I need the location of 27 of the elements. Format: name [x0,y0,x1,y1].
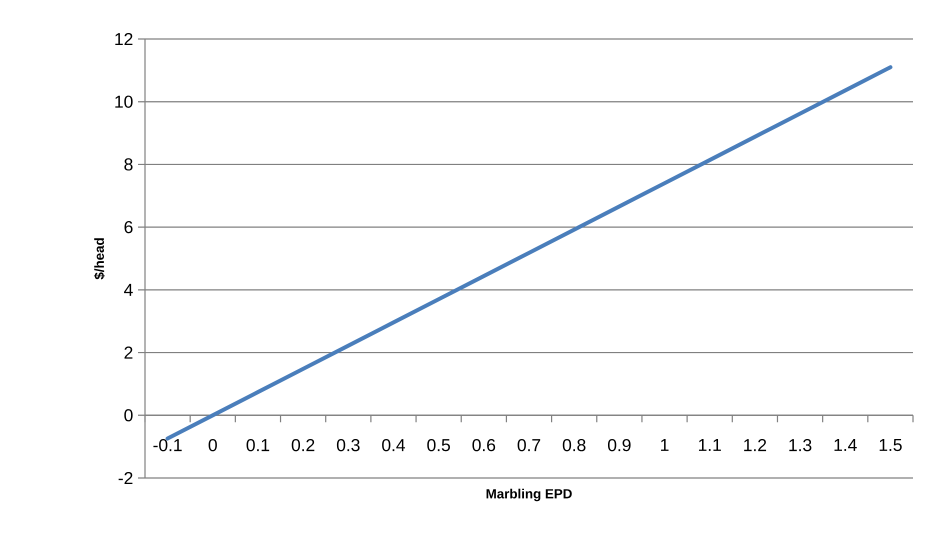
x-tick-label: 0.5 [427,438,450,452]
x-tick-label: 0.3 [336,438,360,452]
x-tick-label: -0.1 [153,438,182,452]
x-tick-label: 0.2 [292,438,314,452]
y-axis-title: $/head [94,238,105,280]
y-tick-label: -2 [118,472,132,484]
x-tick-label: 1.2 [744,438,766,452]
x-tick-label: 1.3 [789,438,812,452]
y-tick-label: 2 [124,346,132,359]
y-tick-label: 0 [124,409,133,422]
y-tick-label: 12 [115,32,132,46]
x-tick-label: 1.1 [698,439,721,451]
x-tick-label: 0.9 [608,438,631,452]
x-tick-label: 0.1 [246,438,270,452]
x-tick-label: 0 [208,438,217,452]
x-tick-label: 0.7 [518,438,540,452]
x-tick-label: 0.6 [472,438,496,452]
x-axis-title: Marbling EPD [486,488,572,502]
y-tick-label: 10 [115,96,133,108]
x-tick-label: 1.5 [880,439,902,452]
x-tick-label: 1 [661,439,669,451]
x-tick-label: 0.4 [382,438,406,452]
y-tick-label: 6 [124,221,133,234]
x-tick-label: 1.4 [834,439,857,451]
x-tick-label: 0.8 [562,438,586,452]
y-tick-label: 8 [124,158,133,171]
y-tick-label: 4 [124,284,133,296]
